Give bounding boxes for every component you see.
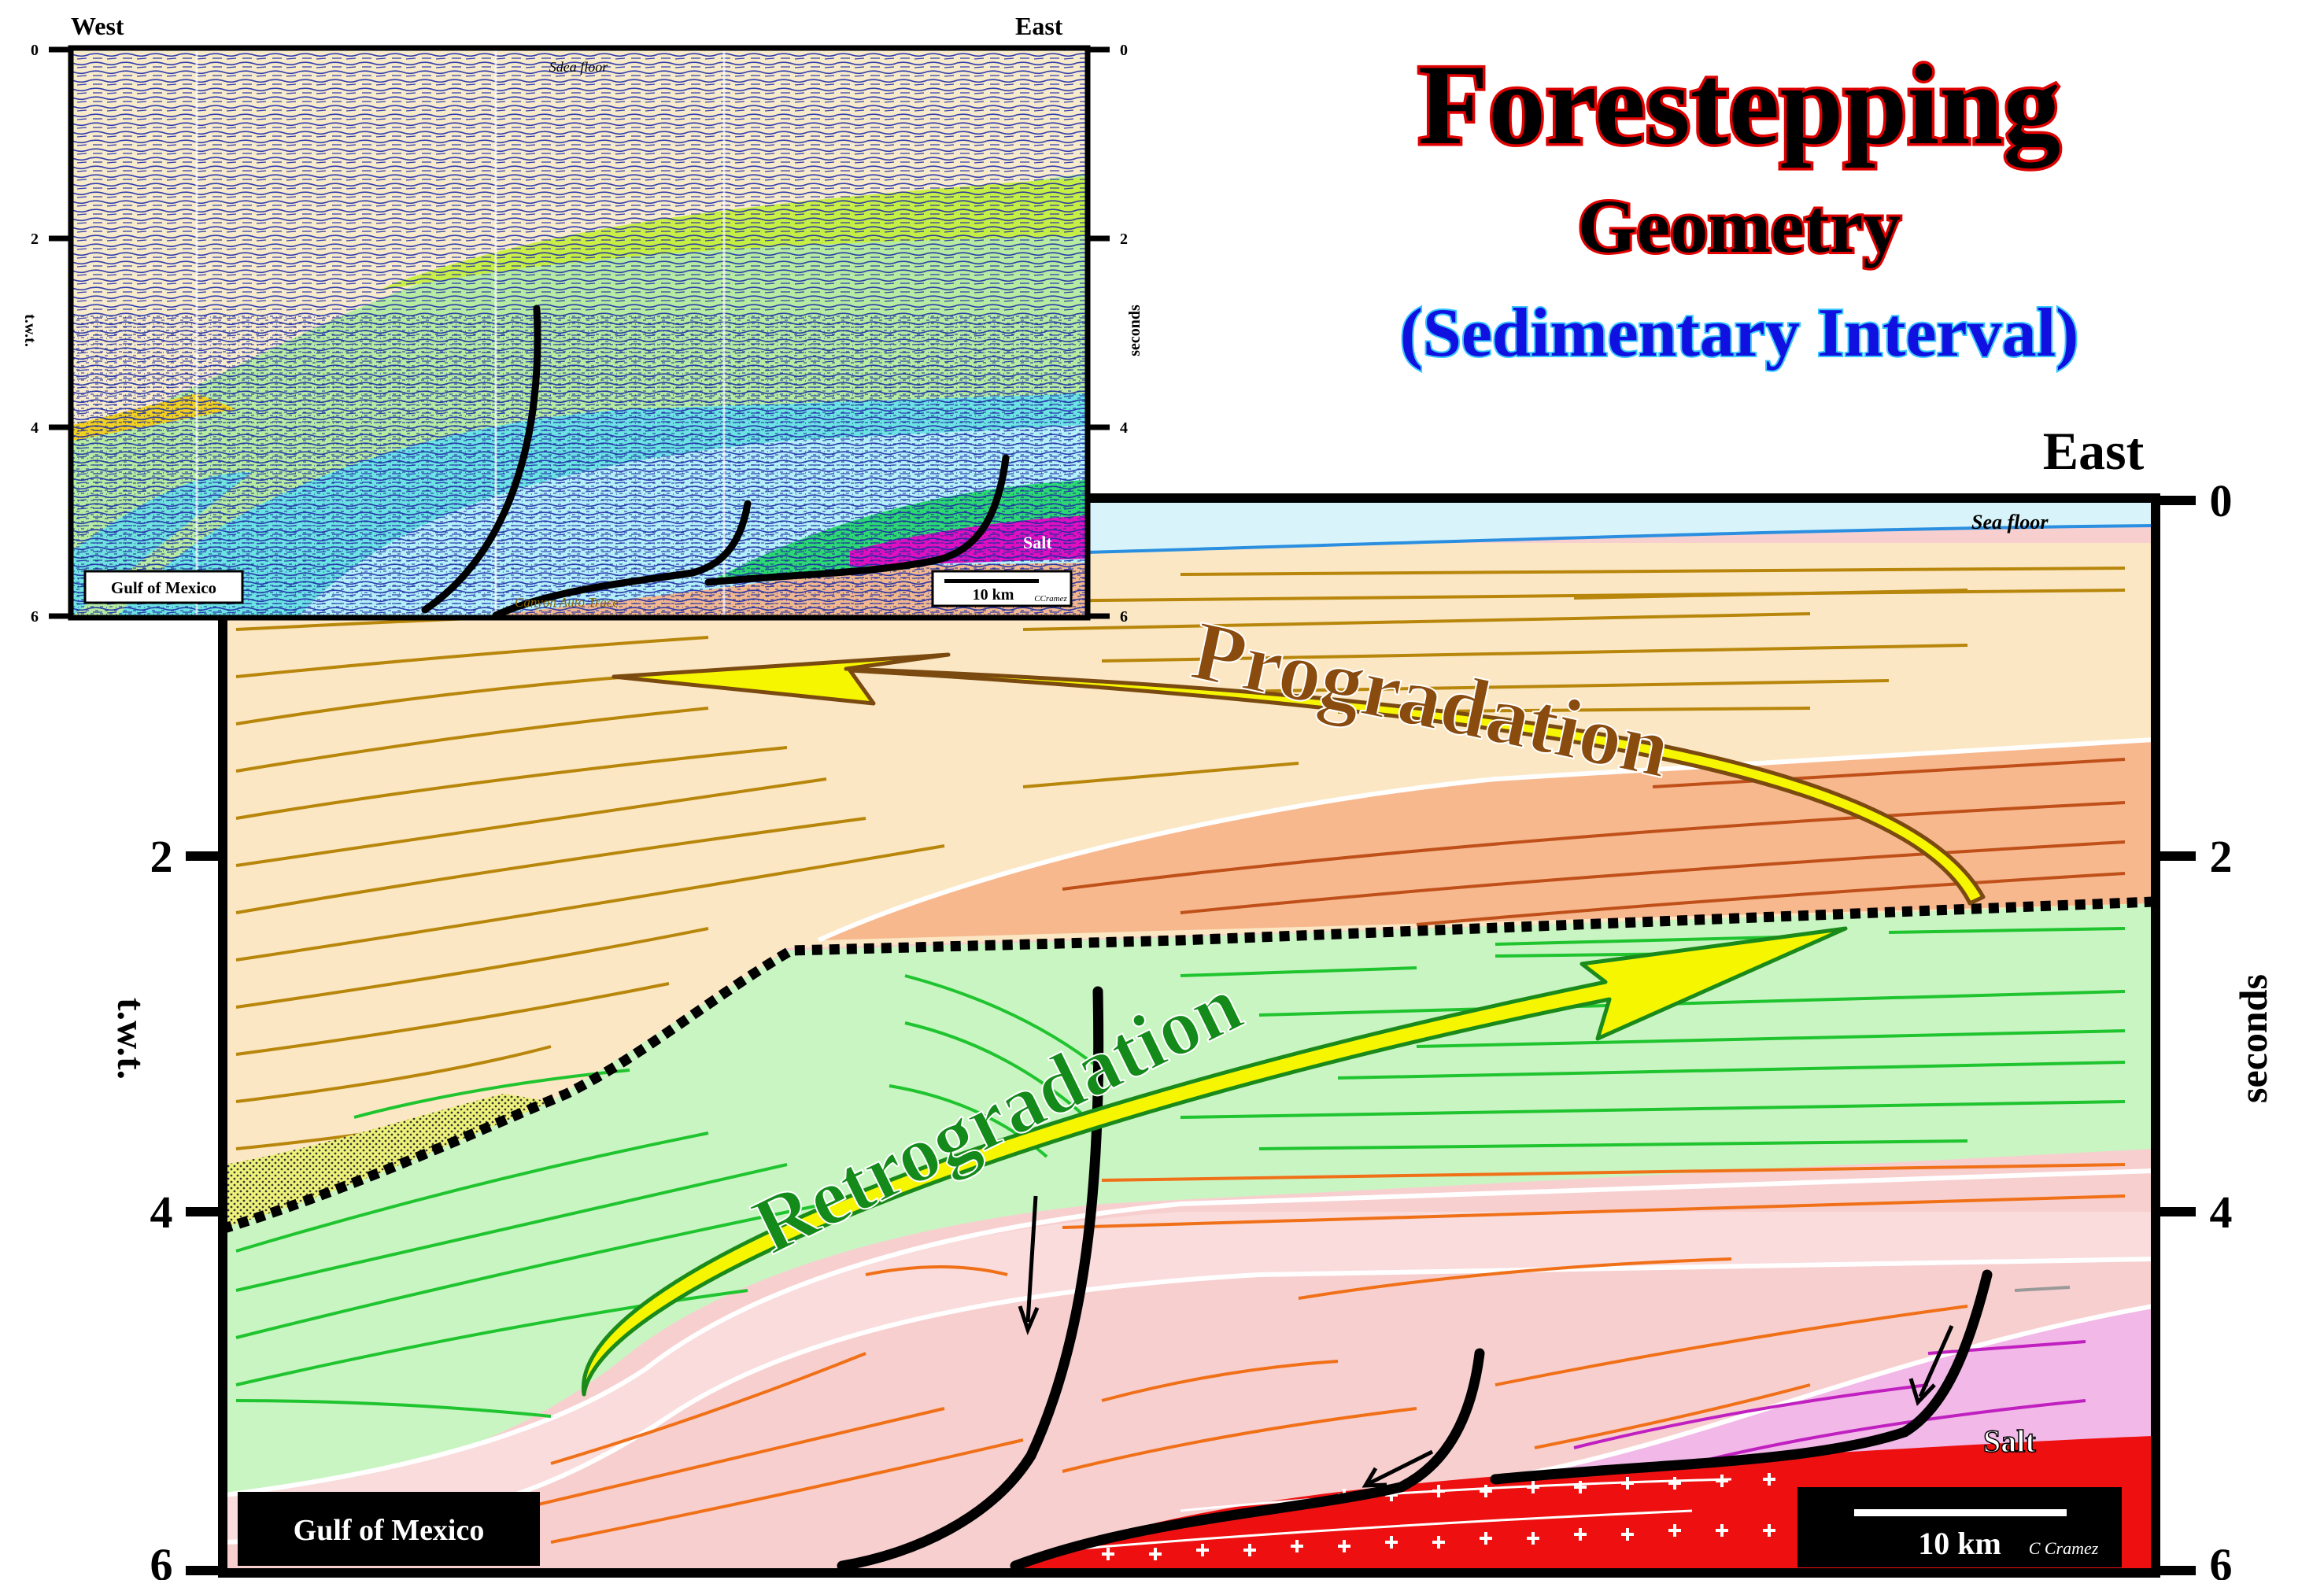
title-sub: Geometry xyxy=(1578,184,1901,268)
unconformity-dashed xyxy=(225,896,2153,1234)
location-label: Gulf of Mexico xyxy=(294,1514,485,1547)
title-main: Forestepping xyxy=(1418,41,2061,168)
inset-tick-right-2: 2 xyxy=(1120,231,1128,248)
main-right-axis-label: seconds xyxy=(2231,974,2275,1103)
scale-bar-box xyxy=(1797,1487,2122,1567)
main-tick-right-6: 6 xyxy=(2210,1539,2233,1580)
inset-east-label: East xyxy=(1015,12,1063,40)
inset-salt-label: Salt xyxy=(1023,533,1052,552)
title-block: Forestepping Geometry (Sedimentary Inter… xyxy=(1398,39,2081,374)
main-section-fill: Sea floor Progradation Retrogradation Sa… xyxy=(225,500,2153,1571)
inset-location-label: Gulf of Mexico xyxy=(111,578,216,597)
inset-sea-floor-label: Sdea floor xyxy=(549,59,608,75)
inset-left-axis-label: t.w.t. xyxy=(21,314,39,347)
salt-crosses xyxy=(1102,1473,1775,1560)
credit-label: C Cramez xyxy=(2029,1538,2099,1558)
inset-trace-label: Canyon Auto Trace xyxy=(515,595,619,610)
location-box xyxy=(238,1492,540,1566)
inset-frame xyxy=(68,45,1091,621)
inset-west-label: West xyxy=(71,12,124,40)
inset-tick-right-0: 0 xyxy=(1120,42,1128,59)
main-left-axis-label: t.w.t. xyxy=(109,998,153,1080)
title-paren: (Sedimentary Interval) xyxy=(1400,295,2079,371)
main-section-frame xyxy=(218,493,2160,1578)
progradation-reflectors xyxy=(235,567,2126,1150)
inset-tick-left-0: 0 xyxy=(31,42,39,59)
inset-tick-right-6: 6 xyxy=(1120,608,1128,626)
main-tick-left-6: 6 xyxy=(150,1539,173,1580)
scale-bar xyxy=(1854,1509,2067,1516)
salt-label: Salt xyxy=(1983,1423,2036,1459)
sea-floor-label: Sea floor xyxy=(1971,511,2049,533)
scale-label: 10 km xyxy=(1918,1526,2001,1561)
inset-scale-box xyxy=(931,570,1073,607)
inset-scale-bar xyxy=(944,579,1039,583)
main-tick-left-2: 2 xyxy=(150,831,173,882)
retrogradation-reflectors xyxy=(235,927,2126,1418)
main-tick-right-2: 2 xyxy=(2210,831,2233,882)
green-unit xyxy=(225,903,2153,1495)
retrogradation-arrow xyxy=(581,926,1848,1397)
inset-tick-left-2: 2 xyxy=(31,231,39,248)
inset-seismic: Sdea floor Salt Canyon Auto Trace Gulf o… xyxy=(21,12,1144,626)
inset-scale-label: 10 km xyxy=(973,586,1014,604)
inset-tick-left-6: 6 xyxy=(31,608,39,626)
sand-wedge xyxy=(225,1094,551,1227)
faults xyxy=(837,986,1993,1571)
inset-right-axis-label: seconds xyxy=(1126,305,1144,356)
inset-tick-right-4: 4 xyxy=(1120,419,1128,437)
main-tick-right-4: 4 xyxy=(2210,1187,2233,1238)
inset-location-box xyxy=(83,570,244,604)
progradation-arrow xyxy=(611,652,1986,906)
main-tick-right-0: 0 xyxy=(2210,475,2233,526)
main-tick-left-4: 4 xyxy=(150,1187,173,1238)
inset-credit-label: CCramez xyxy=(1034,594,1067,604)
main-east-label: East xyxy=(2043,421,2145,481)
inset-tick-left-4: 4 xyxy=(31,419,39,437)
sea-floor-line xyxy=(1085,524,2153,554)
